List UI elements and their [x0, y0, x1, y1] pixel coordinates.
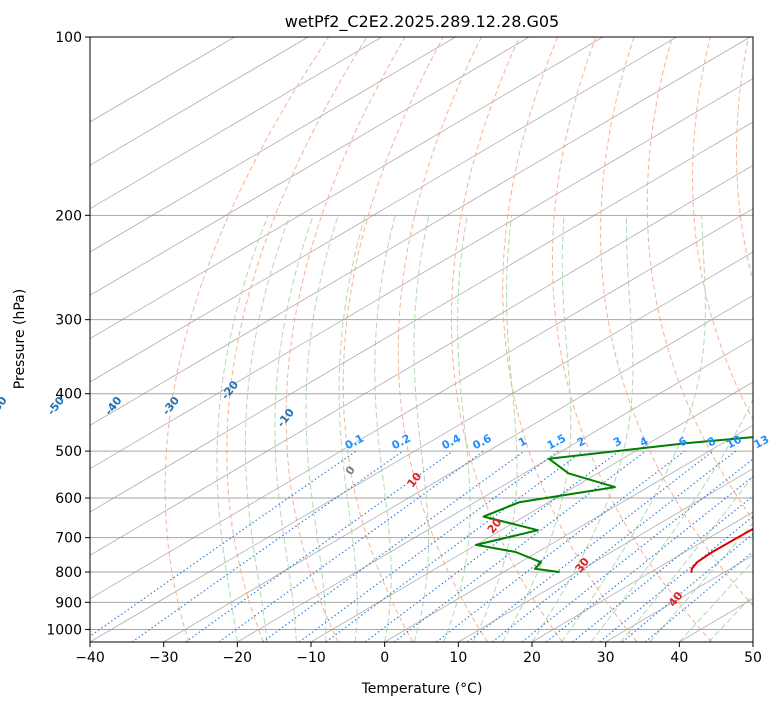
moist-adiabat-line: [472, 215, 518, 642]
y-tick-label: 900: [55, 595, 82, 611]
dry-adiabat-line: [552, 37, 713, 642]
mixing-ratio-line: [599, 515, 753, 642]
chart-title: wetPf2_C2E2.2025.289.12.28.G05: [285, 12, 559, 32]
isotherm-line: [90, 37, 456, 253]
background-lines: [90, 37, 753, 642]
isotherm-line: [237, 338, 753, 642]
dry-adiabat-line: [397, 37, 489, 642]
moist-adiabat-line: [274, 215, 314, 642]
moist-adiabat-line: [620, 475, 753, 642]
isotherm-line: [90, 164, 753, 556]
moist-adiabat-line: [561, 215, 706, 642]
x-tick-label: 40: [670, 650, 688, 666]
mixing-ratio-line: [364, 450, 620, 642]
isotherm-line: [310, 381, 753, 642]
isotherm-line: [90, 37, 604, 340]
x-tick-label: 50: [744, 650, 762, 666]
x-tick-label: 30: [597, 650, 615, 666]
mixing-ratio-line: [622, 533, 753, 642]
moist-adiabat-line: [413, 215, 430, 642]
moist-adiabat-line: [678, 560, 753, 642]
mixing-ratio-line: [90, 450, 357, 638]
y-tick-label: 600: [55, 491, 82, 507]
y-tick-label: 1000: [46, 622, 82, 638]
x-tick-label: −20: [223, 650, 253, 666]
dry-adiabat-line: [226, 37, 368, 642]
plot-frame: [89, 36, 754, 643]
y-tick-label: 200: [55, 208, 82, 224]
x-tick-label: 0: [380, 650, 389, 666]
x-tick-label: 20: [523, 650, 541, 666]
moist-adiabat-line: [338, 215, 366, 642]
moist-adiabat-line: [649, 522, 753, 642]
isotherm-line: [90, 121, 753, 513]
x-tick-label: −30: [149, 650, 179, 666]
isotherm-line: [90, 37, 383, 210]
mixing-ratio-line: [545, 475, 753, 642]
mixing-ratio-line: [467, 450, 714, 642]
mixing-ratio-line: [572, 495, 753, 642]
isotherm-line: [90, 78, 753, 470]
moist-adiabat-line: [305, 215, 339, 642]
moist-adiabat-line: [531, 215, 634, 642]
profiles: [475, 436, 753, 573]
y-tick-label: 700: [55, 531, 82, 547]
y-tick-label: 300: [55, 313, 82, 329]
isotherm-line: [531, 511, 753, 642]
x-axis-label: Temperature (°C): [361, 681, 483, 697]
mixing-ratio-line: [131, 450, 404, 642]
dry-adiabat-line: [164, 37, 330, 642]
y-axis: 100 200 300 400 500 600 700 800 900 1000: [46, 30, 90, 638]
x-tick-label: −40: [75, 650, 105, 666]
y-tick-label: 800: [55, 565, 82, 581]
dry-adiabat-line: [450, 37, 563, 642]
mixing-ratio-line: [521, 458, 753, 642]
mixing-ratio-line: [262, 450, 525, 642]
mixing-ratio-label: 13: [752, 433, 772, 452]
mixing-ratio-line: [393, 450, 647, 642]
dewpoint-profile-line: [475, 436, 753, 573]
isotherm-line: [163, 294, 753, 642]
mixing-ratio-label: 16: [774, 433, 775, 452]
isotherm-line: [90, 208, 753, 600]
isotherm-line: [458, 468, 753, 642]
x-axis: −40 −30 −20 −10 0 10 20 30 40 50: [75, 642, 762, 666]
x-tick-label: 10: [449, 650, 467, 666]
moist-adiabat-line: [502, 215, 572, 642]
moist-adiabat-line: [590, 398, 753, 642]
isotherm-line: [90, 251, 753, 642]
mixing-ratio-line: [298, 450, 559, 642]
y-tick-label: 500: [55, 444, 82, 460]
moist-adiabat-line: [443, 215, 471, 642]
isotherm-line: [90, 37, 530, 296]
moist-adiabat-line: [374, 215, 396, 642]
temperature-profile-line: [690, 527, 753, 573]
dry-adiabat-label: -60: [0, 394, 10, 418]
y-axis-label: Pressure (hPa): [12, 289, 28, 389]
y-tick-label: 100: [55, 30, 82, 46]
dry-adiabat-line: [285, 37, 406, 642]
y-tick-label: 400: [55, 387, 82, 403]
mixing-ratio-label: 10: [724, 433, 744, 452]
isotherm-line: [384, 424, 753, 642]
moist-adiabat-line: [244, 215, 291, 642]
moist-adiabat-line: [216, 215, 269, 642]
isotherm-line: [90, 37, 751, 426]
dry-adiabat-line: [646, 37, 753, 521]
mixing-ratio-line: [185, 450, 454, 642]
isotherm-line: [90, 37, 677, 383]
dry-adiabat-line: [502, 37, 638, 642]
x-tick-label: −10: [296, 650, 326, 666]
mixing-ratio-line: [218, 450, 485, 642]
mixing-ratio-line: [644, 550, 753, 642]
isotherm-line: [90, 37, 309, 166]
